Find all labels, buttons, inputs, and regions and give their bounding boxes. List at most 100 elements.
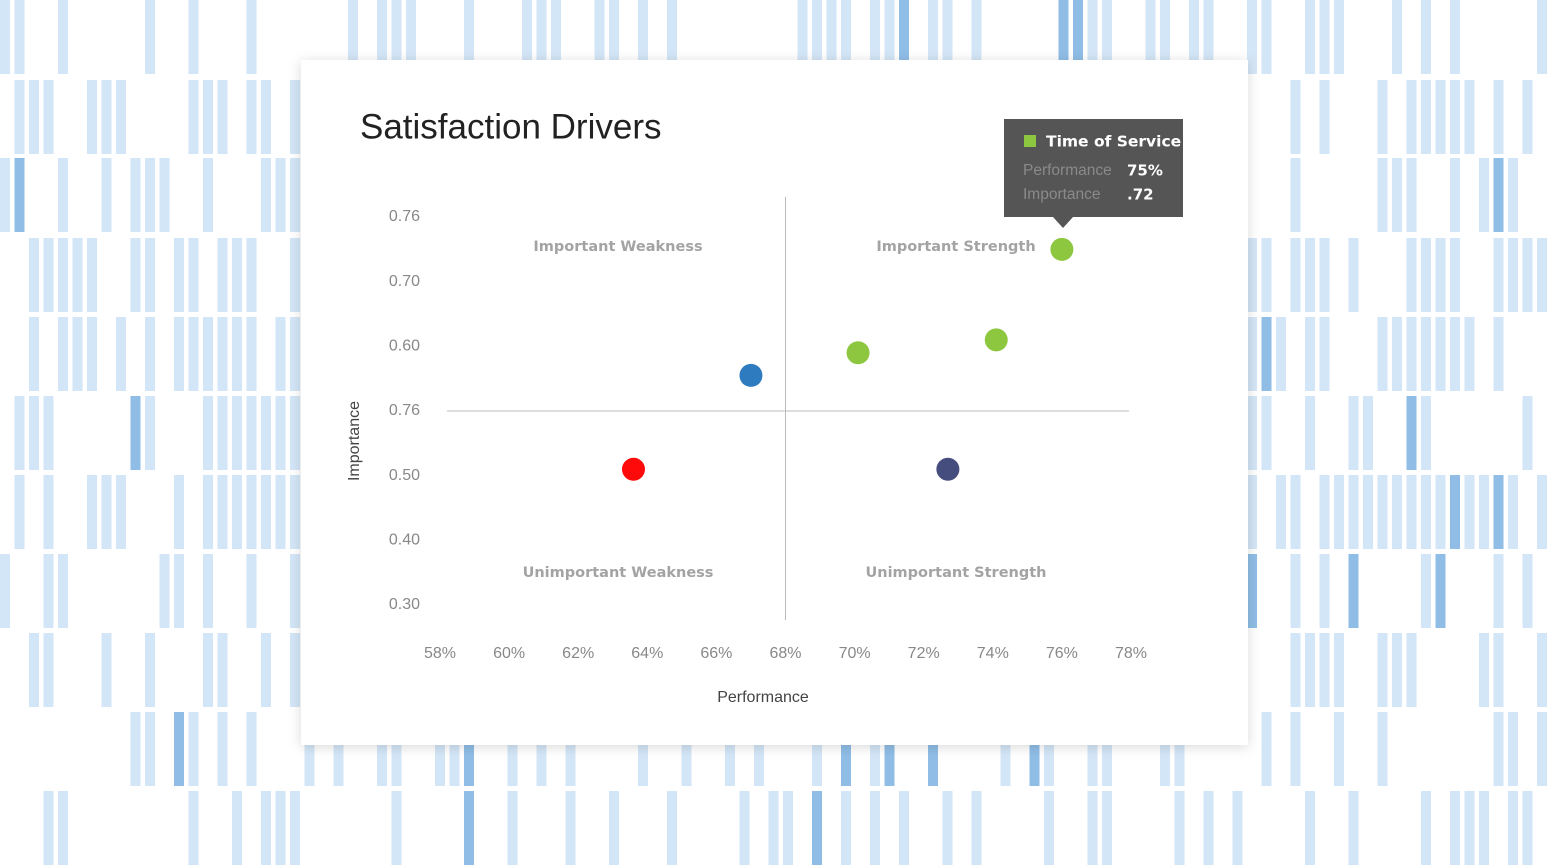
x-tick-label: 60% bbox=[493, 645, 525, 662]
background-bar bbox=[1493, 475, 1504, 549]
background-bar bbox=[841, 791, 851, 865]
background-bar bbox=[43, 80, 54, 154]
background-bar bbox=[1305, 396, 1315, 470]
background-bar bbox=[1348, 554, 1359, 628]
background-bar bbox=[391, 712, 402, 786]
y-tick-label: 0.76 bbox=[389, 208, 420, 225]
background-bar bbox=[551, 0, 561, 74]
background-bar bbox=[1450, 80, 1460, 154]
background-bar bbox=[290, 475, 300, 549]
background-bar bbox=[14, 475, 25, 549]
background-bar bbox=[1493, 158, 1504, 232]
background-bar bbox=[507, 712, 518, 786]
background-bar bbox=[841, 0, 851, 74]
point bbox=[739, 363, 763, 387]
background-bar bbox=[1087, 791, 1098, 865]
background-bar bbox=[1145, 0, 1156, 74]
background-bar bbox=[1203, 791, 1214, 865]
background-bar bbox=[261, 791, 271, 865]
background-bar bbox=[507, 791, 518, 865]
background-bar bbox=[1392, 158, 1402, 232]
background-bar bbox=[1029, 712, 1040, 786]
background-bar bbox=[290, 238, 300, 312]
background-bar bbox=[464, 0, 474, 74]
background-bar bbox=[1044, 791, 1054, 865]
background-bar bbox=[232, 238, 242, 312]
background-bar bbox=[29, 80, 39, 154]
background-bar bbox=[1450, 238, 1460, 312]
tooltip-swatch bbox=[1024, 135, 1036, 147]
background-bar bbox=[1305, 0, 1315, 74]
background-bar bbox=[203, 633, 213, 707]
background-bar bbox=[188, 791, 199, 865]
background-bar bbox=[1406, 317, 1417, 391]
background-bar bbox=[290, 554, 300, 628]
background-bar bbox=[145, 396, 155, 470]
background-bar bbox=[1319, 554, 1330, 628]
y-axis-label: Importance bbox=[346, 401, 363, 481]
background-bar bbox=[217, 317, 228, 391]
background-bar bbox=[1319, 238, 1330, 312]
background-bar bbox=[406, 0, 416, 74]
background-bar bbox=[246, 712, 257, 786]
background-bar bbox=[1377, 317, 1388, 391]
background-bar bbox=[1073, 0, 1083, 74]
background-bar bbox=[1247, 554, 1257, 628]
background-bar bbox=[1261, 0, 1272, 74]
background-bar bbox=[101, 80, 112, 154]
background-bar bbox=[203, 554, 213, 628]
background-bar bbox=[870, 791, 880, 865]
background-bar bbox=[203, 158, 213, 232]
tooltip-label: Performance bbox=[1023, 162, 1112, 179]
background-bar bbox=[87, 80, 97, 154]
background-bar bbox=[290, 317, 300, 391]
background-bar bbox=[101, 158, 112, 232]
quadrant-label: Unimportant Strength bbox=[865, 565, 1046, 581]
background-bar bbox=[246, 317, 257, 391]
background-bar bbox=[72, 317, 83, 391]
background-bar bbox=[1435, 317, 1446, 391]
background-bar bbox=[1348, 791, 1359, 865]
x-axis-label: Performance bbox=[717, 689, 809, 706]
background-bar bbox=[1058, 0, 1069, 74]
background-bar bbox=[333, 712, 344, 786]
background-bar bbox=[1450, 791, 1460, 865]
background-bar bbox=[188, 80, 199, 154]
background-bar bbox=[942, 791, 953, 865]
background-bar bbox=[1174, 712, 1185, 786]
background-bar bbox=[1348, 475, 1359, 549]
background-bar bbox=[174, 317, 184, 391]
quadrant-label: Important Strength bbox=[876, 239, 1035, 255]
background-bar bbox=[174, 712, 184, 786]
background-bar bbox=[188, 238, 199, 312]
background-bar bbox=[1261, 712, 1272, 786]
background-bar bbox=[232, 791, 242, 865]
background-bar bbox=[899, 791, 909, 865]
background-bar bbox=[130, 238, 141, 312]
background-bar bbox=[0, 158, 10, 232]
background-bar bbox=[536, 0, 547, 74]
background-bar bbox=[1363, 475, 1373, 549]
background-bar bbox=[1392, 633, 1402, 707]
background-bar bbox=[1247, 238, 1257, 312]
background-bar bbox=[174, 238, 184, 312]
background-bar bbox=[884, 0, 895, 74]
background-bar bbox=[1247, 0, 1257, 74]
background-bar bbox=[1537, 633, 1547, 707]
background-bar bbox=[1334, 0, 1344, 74]
background-bar bbox=[899, 0, 909, 74]
background-bar bbox=[14, 396, 25, 470]
background-bar bbox=[116, 317, 126, 391]
background-bar bbox=[1522, 396, 1533, 470]
background-bar bbox=[1479, 475, 1489, 549]
background-bar bbox=[246, 238, 257, 312]
point bbox=[984, 328, 1008, 352]
background-bar bbox=[1102, 712, 1112, 786]
background-bar bbox=[1203, 0, 1214, 74]
tooltip-value: .72 bbox=[1127, 186, 1154, 204]
background-bar bbox=[1290, 712, 1301, 786]
y-tick-label: 0.60 bbox=[389, 338, 420, 355]
background-bar bbox=[290, 633, 300, 707]
background-bar bbox=[1508, 791, 1518, 865]
